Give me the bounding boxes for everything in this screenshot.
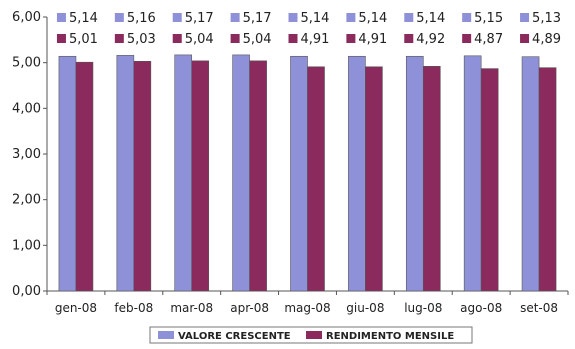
data-label-marker xyxy=(404,13,414,22)
data-label-marker xyxy=(404,34,414,43)
bar-rendimento-mensile xyxy=(191,60,210,292)
x-tick-label: set-08 xyxy=(520,301,558,315)
data-label-marker xyxy=(114,13,124,22)
x-tick-label: apr-08 xyxy=(230,301,269,315)
data-label-marker xyxy=(520,13,530,22)
bar-valore-crescente xyxy=(463,55,482,292)
bar-valore-crescente xyxy=(58,55,77,292)
data-label: 4,91 xyxy=(301,32,330,47)
data-label-marker xyxy=(520,34,530,43)
bar-rendimento-mensile xyxy=(133,60,152,292)
data-label: 4,91 xyxy=(358,32,387,47)
bar-rendimento-mensile xyxy=(249,60,267,292)
y-tick-label: 2,00 xyxy=(12,193,41,208)
data-label: 5,14 xyxy=(69,11,98,26)
data-label: 5,15 xyxy=(474,11,503,26)
legend-swatch xyxy=(158,331,174,339)
x-tick-label: mar-08 xyxy=(170,301,213,315)
bar-valore-crescente xyxy=(290,55,308,292)
data-label-marker xyxy=(172,13,182,22)
bar-rendimento-mensile xyxy=(422,66,441,292)
data-label: 5,14 xyxy=(358,11,387,26)
y-tick-label: 0,00 xyxy=(12,284,41,299)
data-label: 5,17 xyxy=(185,11,214,26)
x-tick-label: lug-08 xyxy=(404,301,442,315)
bar-valore-crescente xyxy=(174,54,193,292)
data-label: 5,14 xyxy=(301,11,330,26)
data-label: 5,16 xyxy=(127,11,156,26)
legend: VALORE CRESCENTE RENDIMENTO MENSILE xyxy=(149,326,473,344)
bar-rendimento-mensile xyxy=(538,67,557,292)
data-label-marker xyxy=(56,13,66,22)
data-label-marker xyxy=(56,34,66,43)
bar-valore-crescente xyxy=(405,55,424,292)
data-label: 5,04 xyxy=(185,32,214,47)
data-label-marker xyxy=(346,34,356,43)
data-label: 5,13 xyxy=(532,11,561,26)
x-tick-label: feb-08 xyxy=(114,301,153,315)
data-label-marker xyxy=(230,34,240,43)
data-label-marker xyxy=(230,13,240,22)
data-label: 4,89 xyxy=(532,32,561,47)
data-label-marker xyxy=(114,34,124,43)
data-label-marker xyxy=(288,13,298,22)
data-label: 5,01 xyxy=(69,32,98,47)
x-tick-label: gen-08 xyxy=(55,301,97,315)
bar-rendimento-mensile xyxy=(307,66,325,292)
bar-rendimento-mensile xyxy=(480,68,499,292)
y-tick-label: 5,00 xyxy=(12,56,41,71)
data-label-marker xyxy=(462,13,472,22)
y-tick-label: 1,00 xyxy=(12,238,41,253)
y-tick-label: 4,00 xyxy=(12,101,41,116)
bar-rendimento-mensile xyxy=(75,61,94,292)
bar-valore-crescente xyxy=(232,54,250,292)
y-tick-label: 6,00 xyxy=(12,10,41,25)
bar-rendimento-mensile xyxy=(365,66,383,292)
bar-valore-crescente xyxy=(521,56,540,292)
data-label-marker xyxy=(172,34,182,43)
data-label: 5,03 xyxy=(127,32,156,47)
bar-valore-crescente xyxy=(116,55,135,292)
x-tick-label: giu-08 xyxy=(346,301,384,315)
data-label: 5,04 xyxy=(243,32,272,47)
data-label: 5,14 xyxy=(416,11,445,26)
x-tick-label: ago-08 xyxy=(460,301,502,315)
plot-area: 0,00 1,00 2,00 3,00 4,00 5,00 6,00 5,14 5,01 gen-… xyxy=(12,10,569,315)
x-tick-label: mag-08 xyxy=(284,301,330,315)
legend-swatch xyxy=(306,331,322,339)
y-tick-label: 3,00 xyxy=(12,147,41,162)
data-label: 5,17 xyxy=(243,11,272,26)
data-label-marker xyxy=(346,13,356,22)
data-label: 4,92 xyxy=(416,32,445,47)
legend-label: VALORE CRESCENTE xyxy=(178,331,291,342)
legend-label: RENDIMENTO MENSILE xyxy=(326,331,454,342)
bar-valore-crescente xyxy=(348,55,366,292)
data-label: 4,87 xyxy=(474,32,503,47)
data-label-marker xyxy=(288,34,298,43)
data-label-marker xyxy=(462,34,472,43)
